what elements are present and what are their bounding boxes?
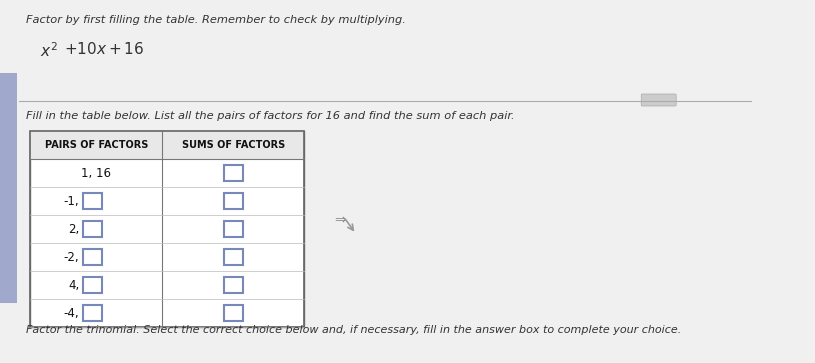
Bar — [83, 305, 102, 321]
Bar — [30, 131, 304, 159]
Text: Factor the trinomial. Select the correct choice below and, if necessary, fill in: Factor the trinomial. Select the correct… — [26, 325, 681, 335]
Text: PAIRS OF FACTORS: PAIRS OF FACTORS — [45, 140, 148, 150]
Text: -4,: -4, — [64, 306, 79, 319]
Bar — [224, 165, 243, 181]
Text: Factor by first filling the table. Remember to check by multiplying.: Factor by first filling the table. Remem… — [26, 15, 407, 25]
Text: 1, 16: 1, 16 — [82, 167, 112, 179]
FancyBboxPatch shape — [641, 94, 676, 106]
Bar — [83, 277, 102, 293]
Bar — [83, 193, 102, 209]
Text: $x^2$: $x^2$ — [40, 41, 58, 60]
Bar — [83, 249, 102, 265]
Text: -2,: -2, — [64, 250, 79, 264]
Text: $\Rightarrow$: $\Rightarrow$ — [333, 212, 348, 226]
Bar — [224, 305, 243, 321]
Bar — [224, 277, 243, 293]
Text: $+ 10x + 16$: $+ 10x + 16$ — [64, 41, 144, 57]
Text: SUMS OF FACTORS: SUMS OF FACTORS — [182, 140, 285, 150]
Bar — [224, 249, 243, 265]
Bar — [0, 73, 17, 303]
Bar — [30, 131, 304, 327]
Bar — [83, 221, 102, 237]
Bar — [224, 193, 243, 209]
Text: 2,: 2, — [68, 223, 79, 236]
Text: 4,: 4, — [68, 278, 79, 291]
Text: -1,: -1, — [64, 195, 79, 208]
Text: Fill in the table below. List all the pairs of factors for 16 and find the sum o: Fill in the table below. List all the pa… — [26, 111, 515, 121]
Bar — [30, 131, 304, 327]
Bar — [224, 221, 243, 237]
